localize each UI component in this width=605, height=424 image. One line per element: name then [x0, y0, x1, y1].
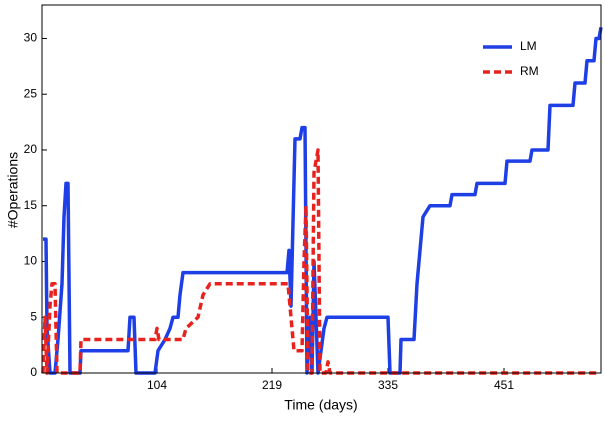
- legend-label: LM: [520, 39, 537, 53]
- x-tick-label: 451: [494, 378, 514, 392]
- y-axis-label: #Operations: [5, 152, 21, 228]
- y-tick-label: 0: [30, 365, 37, 379]
- x-tick-label: 335: [378, 378, 398, 392]
- y-tick-label: 20: [24, 142, 38, 156]
- series-line: [43, 26, 603, 375]
- y-tick-label: 10: [24, 254, 38, 268]
- series-line: [41, 148, 600, 375]
- x-axis-label: Time (days): [284, 397, 357, 413]
- y-tick-label: 25: [24, 86, 38, 100]
- y-tick-label: 5: [30, 309, 37, 323]
- y-tick-label: 30: [24, 31, 38, 45]
- x-tick-label: 104: [147, 378, 167, 392]
- plot-frame: [41, 4, 602, 374]
- x-tick-label: 219: [262, 378, 282, 392]
- y-tick-label: 15: [24, 198, 38, 212]
- legend-label: RM: [520, 64, 539, 78]
